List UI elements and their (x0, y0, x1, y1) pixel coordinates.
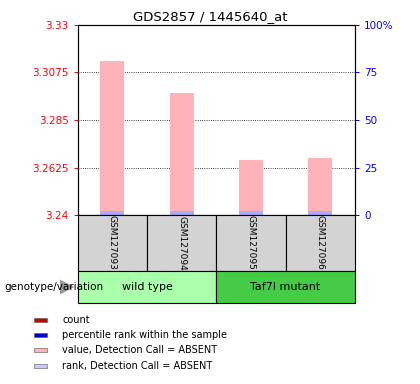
Text: GSM127096: GSM127096 (316, 215, 325, 270)
Text: wild type: wild type (121, 282, 173, 292)
Bar (34, 348, 47, 352)
Text: GSM127093: GSM127093 (108, 215, 117, 270)
Text: value, Detection Call = ABSENT: value, Detection Call = ABSENT (62, 345, 218, 355)
Bar (100, 211, 124, 215)
Bar (34, 364, 47, 368)
Bar (239, 211, 263, 215)
Text: percentile rank within the sample: percentile rank within the sample (62, 330, 227, 340)
Bar (147, 215, 216, 271)
Bar (78, 215, 147, 271)
Bar (308, 158, 332, 215)
Bar (170, 93, 194, 215)
Polygon shape (60, 280, 74, 295)
Bar (239, 160, 263, 215)
Bar (286, 215, 355, 271)
Bar (170, 211, 194, 215)
Bar (34, 318, 47, 322)
Text: GDS2857 / 1445640_at: GDS2857 / 1445640_at (133, 10, 287, 23)
Text: Taf7l mutant: Taf7l mutant (250, 282, 321, 292)
Bar (216, 271, 355, 303)
Text: genotype/variation: genotype/variation (4, 282, 103, 292)
Text: count: count (62, 314, 90, 324)
Text: GSM127094: GSM127094 (177, 215, 186, 270)
Bar (78, 271, 216, 303)
Bar (216, 215, 286, 271)
Bar (34, 333, 47, 337)
Text: GSM127095: GSM127095 (247, 215, 255, 270)
Text: rank, Detection Call = ABSENT: rank, Detection Call = ABSENT (62, 361, 213, 371)
Bar (308, 211, 332, 215)
Bar (100, 61, 124, 215)
